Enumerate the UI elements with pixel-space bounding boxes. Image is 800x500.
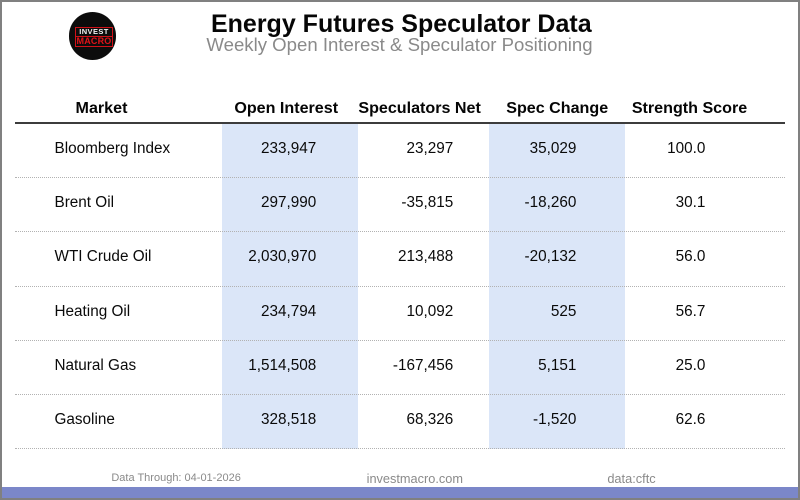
spec-change-cell: 525 (550, 302, 577, 320)
open-interest-cell: 328,518 (261, 411, 317, 428)
header-underline (15, 122, 785, 124)
market-cell: Brent Oil (54, 194, 115, 212)
speculators-net-cell: 10,092 (406, 302, 454, 320)
open-interest-cell: 233,947 (261, 140, 317, 157)
page-subtitle: Weekly Open Interest & Speculator Positi… (206, 34, 593, 56)
row-separator (15, 231, 785, 233)
spec-change-cell: 35,029 (529, 140, 577, 157)
market-cell: Bloomberg Index (54, 140, 171, 157)
logo-text-box: INVEST MACRO (75, 26, 113, 47)
row-separator (15, 177, 785, 179)
spec-change-cell: 5,151 (538, 356, 577, 374)
row-separator (15, 393, 785, 395)
open-interest-cell: 297,990 (261, 194, 317, 212)
table-row: Gasoline 328,518 68,326 -1,520 62.6 (0, 395, 800, 450)
bottom-accent-bar (0, 487, 800, 500)
footer-website: investmacro.com (366, 470, 463, 486)
strength-score-cell: 56.0 (675, 248, 706, 266)
column-header-market: Market (75, 98, 128, 117)
market-cell: Natural Gas (54, 356, 137, 374)
spec-change-cell: -18,260 (524, 194, 577, 212)
open-interest-cell: 234,794 (261, 302, 317, 320)
logo-line-macro: MACRO (75, 35, 113, 47)
market-cell: WTI Crude Oil (54, 248, 152, 266)
row-separator (15, 339, 785, 341)
strength-score-cell: 62.6 (675, 411, 706, 428)
speculators-net-cell: -167,456 (392, 356, 454, 374)
footer-data-through: Data Through: 04-01-2026 (111, 471, 241, 484)
market-cell: Heating Oil (54, 302, 131, 320)
investmacro-logo: INVEST MACRO (68, 12, 116, 60)
spec-change-cell: -20,132 (524, 248, 577, 266)
speculators-net-cell: 68,326 (406, 411, 454, 428)
row-separator (15, 448, 785, 450)
column-header-open-interest: Open Interest (234, 98, 339, 117)
open-interest-cell: 2,030,970 (248, 248, 317, 266)
speculators-net-cell: -35,815 (401, 194, 454, 212)
column-header-spec-change: Spec Change (506, 98, 609, 117)
speculators-net-cell: 213,488 (398, 248, 454, 266)
strength-score-cell: 30.1 (675, 194, 706, 212)
table-row: Bloomberg Index 233,947 23,297 35,029 10… (0, 124, 800, 179)
table-row: Heating Oil 234,794 10,092 525 56.7 (0, 287, 800, 341)
footer-source: data:cftc (607, 470, 656, 486)
strength-score-cell: 56.7 (675, 302, 706, 320)
strength-score-cell: 100.0 (667, 140, 706, 157)
strength-score-cell: 25.0 (675, 356, 706, 374)
page-title: Energy Futures Speculator Data (210, 9, 592, 38)
speculators-net-cell: 23,297 (406, 140, 454, 157)
open-interest-cell: 1,514,508 (248, 356, 317, 374)
market-cell: Gasoline (54, 411, 115, 428)
logo-line-invest: INVEST (75, 26, 113, 37)
table-row: Brent Oil 297,990 -35,815 -18,260 30.1 (0, 178, 800, 233)
table-row: Natural Gas 1,514,508 -167,456 5,151 25.… (0, 341, 800, 395)
table-row: WTI Crude Oil 2,030,970 213,488 -20,132 … (0, 232, 800, 287)
column-header-speculators-net: Speculators Net (358, 98, 481, 117)
row-separator (15, 285, 785, 287)
spec-change-cell: -1,520 (533, 411, 577, 428)
column-header-strength-score: Strength Score (631, 98, 748, 117)
